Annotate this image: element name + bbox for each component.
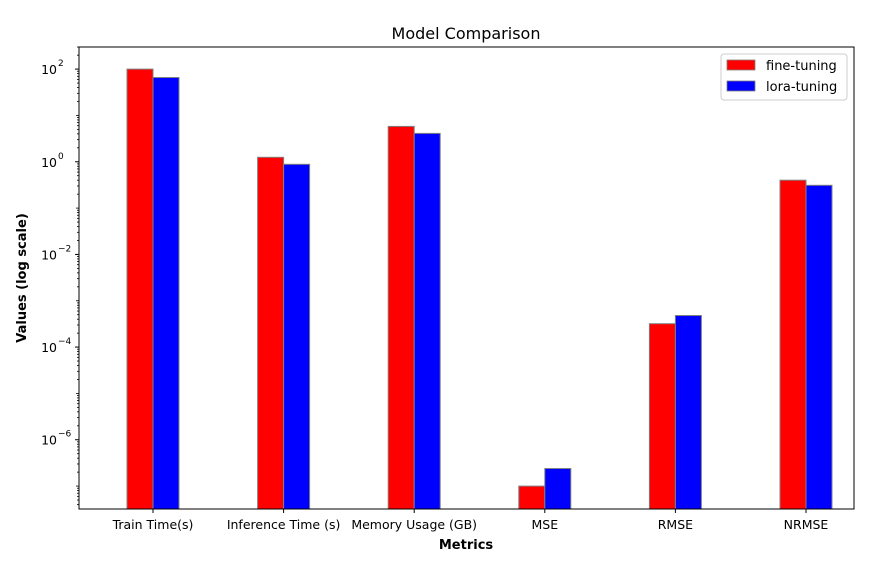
x-axis: Train Time(s) Inference Time (s) Memory Us… — [112, 509, 829, 532]
bar-lora-tuning-train-time-s — [152, 77, 180, 510]
legend-label-fine-tuning: fine-tuning — [766, 59, 837, 74]
bar-fine-tuning-memory-usage-gb — [387, 125, 415, 510]
x-tick-label-memory-usage-gb: Memory Usage (GB) — [351, 517, 477, 532]
y-tick-exponent: −4 — [58, 337, 72, 347]
bar-fine-tuning-inference-time-s — [257, 156, 285, 510]
bars-group — [126, 68, 833, 510]
x-tick-label-mse: MSE — [531, 517, 558, 532]
x-tick-label-inference-time-s: Inference Time (s) — [227, 517, 341, 532]
bar-lora-tuning-mse — [544, 468, 572, 510]
y-tick-exponent: 0 — [58, 152, 64, 162]
y-tick-label: 10 — [41, 433, 57, 448]
x-tick-label-rmse: RMSE — [658, 517, 693, 532]
y-axis-title: Values (log scale) — [15, 213, 30, 343]
x-tick-label-nrmse: NRMSE — [784, 517, 829, 532]
legend-swatch-lora-tuning — [726, 80, 756, 92]
bar-lora-tuning-rmse — [674, 315, 702, 510]
y-tick-exponent: 2 — [58, 59, 64, 69]
bar-lora-tuning-inference-time-s — [283, 163, 311, 510]
bar-fine-tuning-nrmse — [779, 179, 807, 510]
y-tick-label: 10 — [41, 155, 57, 170]
chart-title: Model Comparison — [392, 24, 541, 43]
y-tick-exponent: −6 — [58, 430, 72, 440]
x-tick-label-train-time-s: Train Time(s) — [112, 517, 194, 532]
legend-swatch-fine-tuning — [726, 59, 756, 71]
y-tick-label: 10 — [41, 247, 57, 262]
x-axis-title: Metrics — [439, 538, 494, 553]
y-tick-label: 10 — [41, 62, 57, 77]
bar-lora-tuning-memory-usage-gb — [413, 132, 441, 510]
y-tick-label: 10 — [41, 340, 57, 355]
bar-fine-tuning-mse — [518, 485, 546, 510]
bar-lora-tuning-nrmse — [805, 184, 833, 510]
y-tick-exponent: −2 — [58, 244, 71, 254]
bar-fine-tuning-train-time-s — [126, 68, 154, 510]
legend: fine-tuning lora-tuning — [720, 53, 848, 101]
legend-label-lora-tuning: lora-tuning — [766, 80, 837, 95]
bar-fine-tuning-rmse — [648, 323, 676, 510]
plot-frame — [78, 46, 855, 510]
